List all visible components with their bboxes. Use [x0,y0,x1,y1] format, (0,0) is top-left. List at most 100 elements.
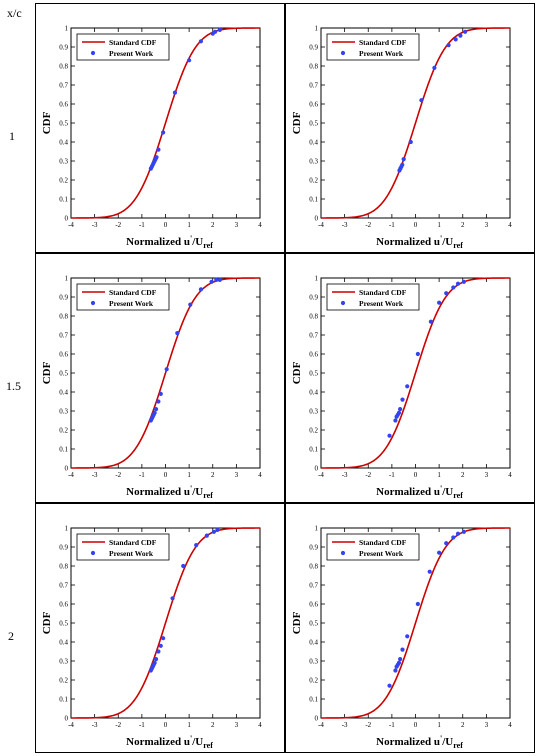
present-work-point [161,636,166,641]
legend-box [76,533,170,561]
x-tick-label: 0 [414,221,418,229]
x-axis-label: Normalized u'/Uref [126,484,213,500]
present-work-point [451,285,456,290]
y-axis-label: CDF [291,611,303,634]
present-work-point [437,300,442,305]
present-work-point [158,391,163,396]
present-work-point [444,541,449,546]
legend-label-present: Present Work [109,549,154,558]
x-tick-label: -1 [139,471,145,479]
x-tick-label: -4 [68,471,74,479]
chart-svg: -4 -3 -2 -1 0 1 2 3 4 0 0.1 0.2 0.3 0.4 0.5 0.6 0.7 0.8 0.… [41,25,262,251]
legend-point-swatch [90,300,96,306]
x-tick-label: 3 [485,471,489,479]
y-tick-label: 0.8 [309,563,318,571]
y-axis-label: CDF [41,361,53,384]
x-tick-label: 4 [508,721,512,729]
x-tick-label: -1 [389,221,395,229]
y-tick-label: 0.9 [59,44,68,52]
y-tick-label: 0.1 [59,196,68,204]
x-tick-label: -4 [318,471,324,479]
x-tick-label: -2 [115,221,121,229]
y-tick-label: 0.3 [309,158,318,166]
y-tick-label: 0.9 [59,544,68,552]
present-work-point [152,410,157,415]
present-work-point [217,27,222,32]
legend-point-swatch [90,50,96,56]
y-tick-label: 0.4 [59,139,68,147]
x-tick-label: -1 [389,721,395,729]
present-work-point [181,563,186,569]
y-tick-label: 1 [315,275,319,283]
y-tick-label: 0.1 [59,446,68,454]
present-work-point [396,410,402,415]
present-work-point [415,351,420,357]
legend-box [326,33,420,61]
legend-point-swatch [340,300,346,306]
present-work-point [398,407,403,412]
y-tick-label: 0 [315,715,319,723]
present-work-point [172,90,178,95]
present-work-point [401,157,406,162]
y-tick-label: 0.6 [309,351,318,359]
y-tick-label: 0.5 [59,620,68,628]
x-axis-label: Normalized u'/Uref [376,484,463,500]
x-tick-label: -2 [115,721,121,729]
y-axis-label: CDF [291,361,303,384]
y-tick-label: 0.1 [309,196,318,204]
y-tick-label: 1 [65,275,69,283]
y-tick-label: 1 [315,25,319,33]
x-tick-label: -2 [365,721,371,729]
legend-point-swatch [340,550,346,556]
x-axis-label: Normalized u'/Uref [376,734,463,750]
present-work-point [396,660,402,665]
present-work-point [156,147,161,152]
present-work-point [393,668,398,673]
present-work-point [194,543,199,548]
y-tick-label: 0.9 [309,544,318,552]
present-work-point [451,535,456,540]
legend-label-standard: Standard CDF [109,538,157,547]
x-tick-label: 2 [211,221,215,229]
present-work-point [455,531,461,536]
present-work-point [437,550,442,555]
y-tick-label: 0.6 [59,351,68,359]
present-work-point [400,162,405,167]
y-tick-label: 0.9 [309,294,318,302]
y-tick-label: 0 [65,715,69,723]
standard-cdf-line [321,27,510,219]
x-tick-label: 2 [461,721,465,729]
present-work-point [400,647,405,652]
x-tick-label: -3 [342,721,348,729]
x-tick-label: 1 [437,721,441,729]
present-work-point [204,533,209,538]
present-work-point [198,287,204,292]
chart-panel-row-2-left: -4 -3 -2 -1 0 1 2 3 4 0 0.1 0.2 0.3 0.4 0.5 0.6 0.7 0.8 0.… [35,253,285,503]
x-axis-label: Normalized u'/Uref [126,734,213,750]
y-tick-label: 0.1 [309,446,318,454]
present-work-point [156,649,161,654]
present-work-point [432,65,437,70]
y-tick-label: 0.9 [59,294,68,302]
present-work-point [427,569,432,574]
x-tick-label: 0 [164,721,168,729]
x-tick-label: 0 [164,471,168,479]
y-tick-label: 0.7 [59,82,68,90]
legend-label-standard: Standard CDF [359,288,407,297]
x-tick-label: 1 [187,471,191,479]
legend-box [326,283,420,311]
y-tick-label: 0.3 [309,408,318,416]
x-tick-label: 1 [187,221,191,229]
x-tick-label: 0 [414,721,418,729]
row-label-1: 1 [9,129,15,143]
present-work-point [188,302,193,307]
present-work-point [154,155,159,160]
x-tick-label: -3 [342,221,348,229]
x-tick-label: 1 [437,221,441,229]
y-tick-label: 0.8 [59,563,68,571]
present-work-point [428,319,433,324]
present-work-point [217,277,222,282]
x-tick-label: 3 [485,221,489,229]
x-tick-label: 4 [258,471,262,479]
